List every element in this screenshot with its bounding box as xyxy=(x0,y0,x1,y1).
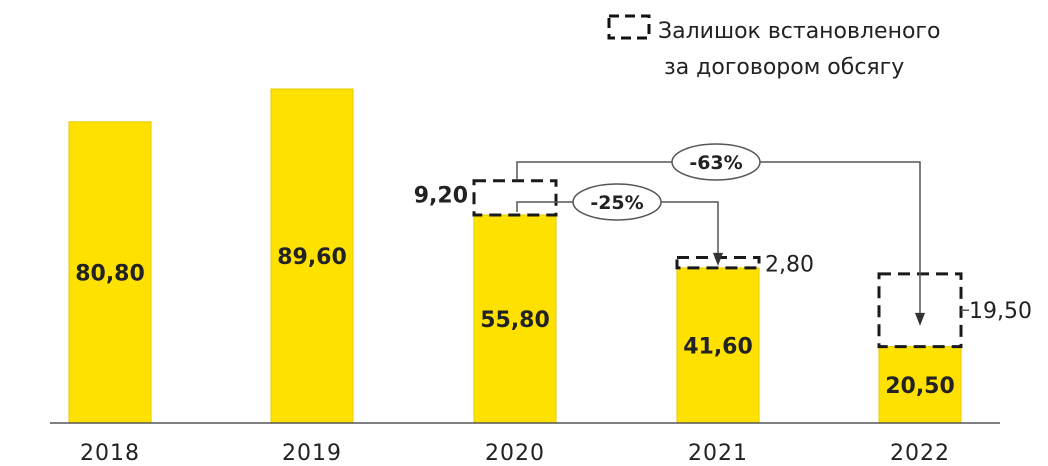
remainder-label-2021: 2,80 xyxy=(765,252,814,277)
legend-label-line1: Залишок встановленого xyxy=(658,19,940,44)
bar-2022 xyxy=(878,346,962,424)
remainder-label-2020: 9,20 xyxy=(414,184,468,209)
bar-value-label-2020: 55,80 xyxy=(480,308,550,333)
legend-label-line2: за договором обсягу xyxy=(664,55,904,80)
x-tick-label-2021: 2021 xyxy=(688,441,748,466)
bar-2019 xyxy=(270,88,354,424)
x-tick-label-2022: 2022 xyxy=(890,441,950,466)
x-tick-label-2019: 2019 xyxy=(282,441,342,466)
bar-2021 xyxy=(676,267,760,424)
change-arrowhead-2022 xyxy=(915,312,925,326)
change-connectors xyxy=(516,143,925,326)
x-tick-label-2018: 2018 xyxy=(80,441,140,466)
remainder-label-2022: 19,50 xyxy=(969,299,1032,324)
change-label-2020-2021: -25% xyxy=(590,192,643,214)
bar-2018 xyxy=(68,121,152,424)
change-badge-2021 xyxy=(572,183,662,221)
change-label-2020-2022: -63% xyxy=(689,152,742,174)
labels-layer: 80,80 2018 89,60 2019 55,80 2020 41,60 2021 20,5… xyxy=(75,152,1032,466)
remainder-box-2020 xyxy=(472,179,558,217)
change-badge-2022 xyxy=(671,143,761,181)
change-arrowhead-2021 xyxy=(713,252,723,266)
bar-value-label-2018: 80,80 xyxy=(75,261,145,286)
legend: Залишок встановленого за договором обсяг… xyxy=(607,14,940,80)
bar-value-label-2021: 41,60 xyxy=(683,334,753,359)
bar-value-label-2022: 20,50 xyxy=(885,374,955,399)
bars-layer xyxy=(68,88,962,424)
x-tick-label-2020: 2020 xyxy=(485,441,545,466)
bar-value-label-2019: 89,60 xyxy=(277,245,347,270)
legend-swatch-dashed xyxy=(607,14,651,40)
